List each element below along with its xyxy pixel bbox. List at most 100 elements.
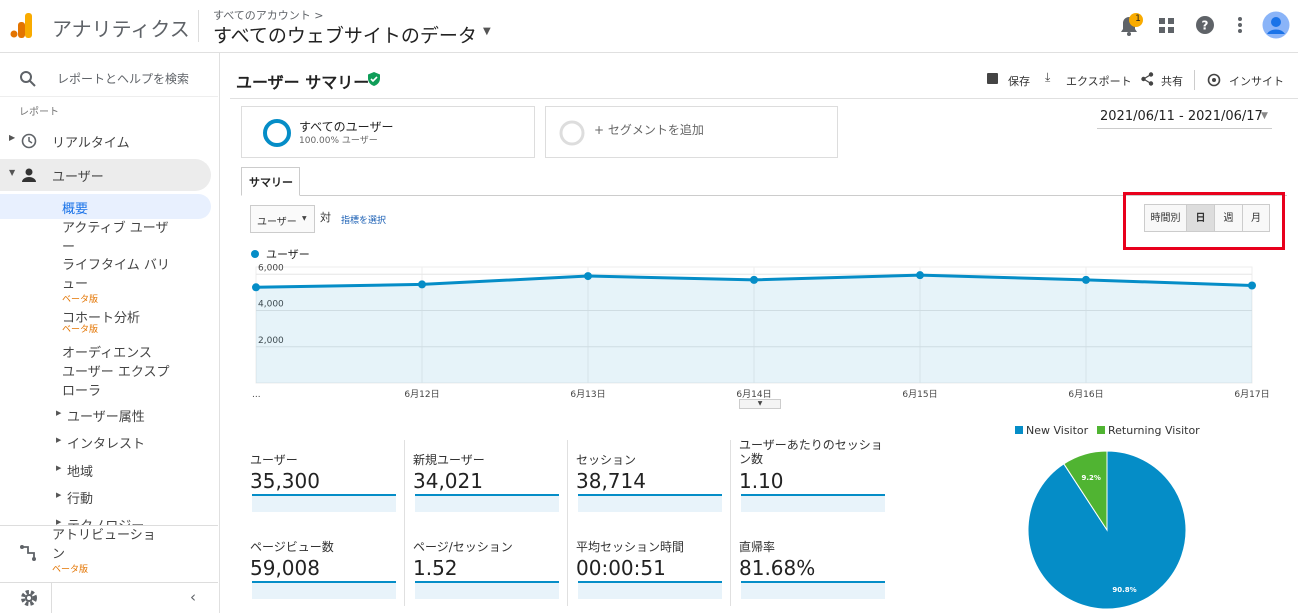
expand-arrow[interactable]: ▼ bbox=[9, 168, 16, 177]
segment-card[interactable] bbox=[241, 106, 535, 158]
segment-card[interactable] bbox=[545, 106, 838, 158]
person-icon bbox=[22, 168, 36, 182]
breadcrumb[interactable]: すべてのアカウント > bbox=[213, 9, 324, 22]
nav-item[interactable]: 概要 bbox=[62, 202, 89, 217]
tab[interactable] bbox=[241, 167, 300, 196]
header-bar bbox=[0, 0, 1298, 53]
divider bbox=[0, 582, 218, 583]
metric-label: ユーザーあたりのセッション数 bbox=[739, 438, 883, 466]
clock-icon bbox=[21, 133, 37, 149]
sparkline bbox=[578, 581, 722, 599]
verified-icon bbox=[368, 72, 380, 86]
expand-arrow[interactable]: ▶ bbox=[56, 491, 62, 499]
metric-label: ユーザー bbox=[250, 453, 298, 467]
sparkline bbox=[578, 494, 722, 512]
x-tick-label: ... bbox=[252, 390, 261, 400]
legend-marker bbox=[1015, 426, 1023, 434]
divider bbox=[730, 440, 731, 606]
nav-item[interactable]: ユーザー属性 bbox=[67, 410, 145, 425]
underline bbox=[1097, 128, 1272, 129]
segment-ring bbox=[263, 119, 291, 147]
date-range[interactable]: 2021/06/11 - 2021/06/17 bbox=[1100, 109, 1263, 124]
metric-value: 00:00:51 bbox=[576, 556, 666, 580]
expand-arrow[interactable]: ▶ bbox=[56, 518, 62, 526]
expand-arrow[interactable]: ▶ bbox=[56, 464, 62, 472]
report-title: ユーザー サマリー bbox=[236, 73, 370, 92]
action-button[interactable]: エクスポート bbox=[1066, 75, 1132, 88]
nav-item[interactable]: 行動 bbox=[67, 492, 94, 507]
metric-label: ページビュー数 bbox=[250, 540, 334, 554]
search-input[interactable]: レポートとヘルプを検索 bbox=[57, 72, 190, 86]
expand-arrow[interactable]: ▶ bbox=[9, 133, 16, 142]
avatar[interactable] bbox=[1262, 11, 1290, 39]
x-tick-label: 6月16日 bbox=[1068, 389, 1103, 400]
point bbox=[584, 272, 592, 281]
x-tick-label: 6月15日 bbox=[902, 389, 937, 400]
nav-item[interactable]: アクティブ ユーザー bbox=[62, 221, 169, 255]
metric-dropdown-label[interactable]: ユーザー bbox=[257, 217, 297, 228]
nav-item[interactable]: インタレスト bbox=[67, 437, 146, 452]
nav-item[interactable]: ライフタイム バリュー bbox=[62, 258, 170, 292]
nav-item[interactable]: アトリビューション bbox=[52, 528, 156, 562]
metric-label: セッション bbox=[576, 453, 637, 467]
search-icon[interactable] bbox=[19, 70, 37, 88]
nav-item[interactable]: テクノロジー bbox=[67, 515, 144, 526]
x-tick-label: 6月13日 bbox=[570, 389, 605, 400]
sidebar bbox=[0, 53, 220, 613]
help-icon[interactable]: ? bbox=[1195, 15, 1215, 35]
nav-item[interactable]: コホート分析 bbox=[62, 311, 141, 326]
period-button[interactable]: 時間別 bbox=[1144, 204, 1187, 232]
legend-label: Returning Visitor bbox=[1108, 424, 1200, 437]
nav-selected-bg bbox=[0, 194, 211, 219]
separator bbox=[198, 10, 199, 42]
sparkline bbox=[252, 581, 396, 599]
metric-value: 81.68% bbox=[739, 556, 816, 580]
section-label: レポート bbox=[19, 107, 59, 118]
x-tick-label: 6月12日 bbox=[404, 389, 439, 400]
metric-value: 1.52 bbox=[413, 556, 458, 580]
app-name: アナリティクス bbox=[52, 17, 190, 41]
nav-item[interactable]: ユーザー エクスプローラ bbox=[62, 365, 170, 399]
legend-marker bbox=[251, 250, 259, 258]
choose-metric[interactable]: 指標を選択 bbox=[341, 216, 387, 226]
separator bbox=[1194, 70, 1195, 90]
highlight-box bbox=[1123, 192, 1285, 250]
nav-item[interactable]: 地域 bbox=[67, 465, 94, 480]
beta-badge: ベータ版 bbox=[62, 295, 99, 305]
point bbox=[1248, 281, 1256, 290]
divider bbox=[241, 195, 1287, 196]
dropdown-caret: ▼ bbox=[302, 215, 307, 222]
view-caret[interactable]: ▼ bbox=[483, 26, 491, 37]
legend-marker bbox=[1097, 426, 1105, 434]
collapse-button[interactable]: ‹ bbox=[190, 588, 196, 606]
expand-arrow[interactable]: ▶ bbox=[56, 409, 62, 417]
versus: 対 bbox=[320, 211, 331, 224]
settings-icon[interactable] bbox=[20, 589, 38, 607]
action-button[interactable]: 保存 bbox=[1008, 75, 1030, 88]
pie-chart: New Visitor Returning Visitor 90.8% 9.2% bbox=[1015, 424, 1200, 610]
chart-toggle[interactable]: ▼ bbox=[739, 399, 781, 409]
divider bbox=[51, 583, 52, 613]
period-button[interactable]: 月 bbox=[1242, 204, 1270, 232]
menu-icon[interactable] bbox=[1236, 16, 1244, 36]
action-button[interactable]: インサイト bbox=[1229, 75, 1284, 88]
area bbox=[256, 275, 1252, 383]
tab-label[interactable]: サマリー bbox=[249, 176, 293, 189]
action-button[interactable]: 共有 bbox=[1161, 75, 1183, 88]
export-icon: ⤓ bbox=[1045, 70, 1051, 84]
nav-item[interactable]: リアルタイム bbox=[52, 136, 130, 151]
add-segment[interactable]: + セグメントを追加 bbox=[594, 123, 704, 137]
notifications[interactable] bbox=[1115, 10, 1145, 40]
nav-item[interactable]: ユーザー bbox=[52, 170, 104, 185]
date-caret[interactable]: ▼ bbox=[1261, 111, 1268, 121]
metric-label: ページ/セッション bbox=[413, 540, 513, 554]
apps-icon[interactable] bbox=[1158, 17, 1176, 35]
view-selector[interactable]: すべてのウェブサイトのデータ bbox=[213, 25, 477, 47]
metric-dropdown[interactable] bbox=[250, 205, 315, 233]
nav-item[interactable]: オーディエンス bbox=[62, 346, 152, 361]
insight-icon bbox=[1207, 73, 1221, 87]
notification-badge: 1 bbox=[1135, 14, 1141, 24]
metric-value: 59,008 bbox=[250, 556, 320, 580]
expand-arrow[interactable]: ▶ bbox=[56, 436, 62, 444]
